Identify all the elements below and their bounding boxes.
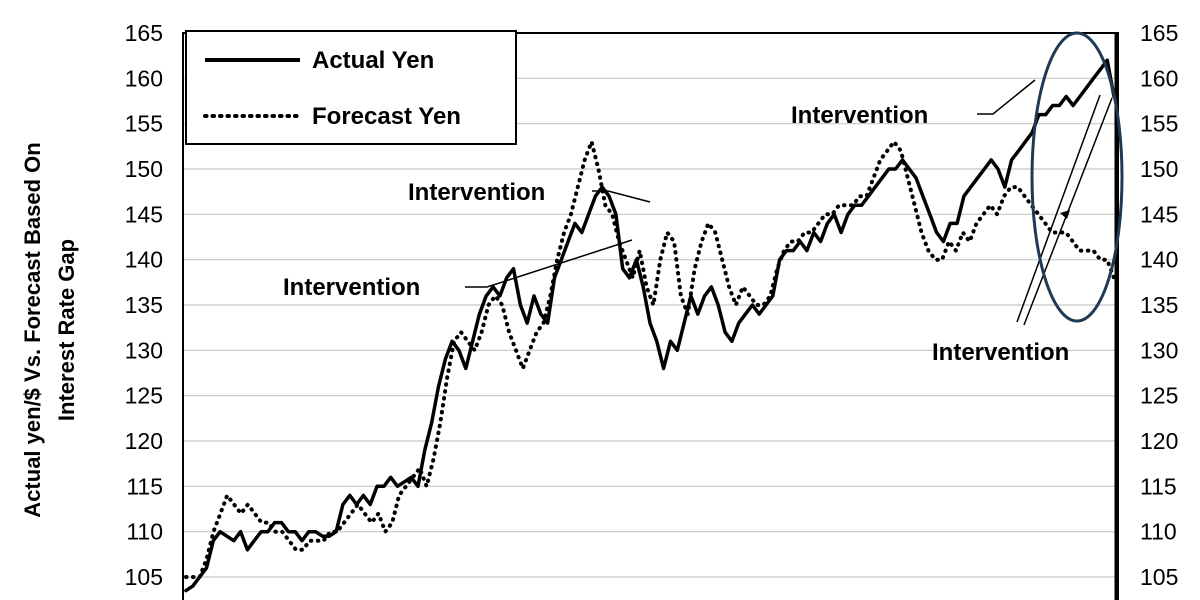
- legend: Actual Yen Forecast Yen: [185, 30, 517, 145]
- plot-frame: [182, 32, 1119, 600]
- annotation-leader: [592, 190, 651, 203]
- right-tick-label: 140: [1140, 247, 1178, 273]
- right-tick-label: 155: [1140, 111, 1178, 137]
- right-tick-label: 135: [1140, 292, 1178, 318]
- right-axis-ticks: 105 110 115 120 125 130 135 140 145 150 155 160 165: [1140, 20, 1178, 590]
- right-tick-label: 110: [1140, 519, 1177, 545]
- annotation-leader: [977, 79, 1036, 115]
- left-tick-label: 160: [125, 65, 163, 91]
- left-tick-label: 130: [125, 337, 163, 363]
- annotation-4: Intervention: [932, 94, 1113, 366]
- series-line-forecast-yen: [184, 139, 1116, 579]
- series-line-actual-yen: [184, 58, 1116, 593]
- right-tick-label: 120: [1140, 428, 1178, 454]
- annotation-2: Intervention: [283, 239, 633, 301]
- y-axis-label-line-1: Actual yen/$ Vs. Forecast Based On: [20, 142, 45, 517]
- annotation-leader: [1016, 94, 1101, 323]
- right-tick-label: 160: [1140, 65, 1178, 91]
- annotation-1: Intervention: [408, 179, 651, 206]
- legend-label-actual: Actual Yen: [312, 47, 434, 74]
- annotation-leader: [465, 239, 633, 288]
- left-tick-label: 115: [126, 473, 163, 499]
- left-tick-label: 165: [125, 20, 163, 46]
- annotation-label: Intervention: [932, 339, 1069, 366]
- right-tick-label: 165: [1140, 20, 1178, 46]
- left-tick-label: 110: [126, 519, 163, 545]
- left-tick-label: 105: [125, 564, 163, 590]
- right-tick-label: 150: [1140, 156, 1178, 182]
- annotation-label: Intervention: [283, 274, 420, 301]
- left-tick-label: 150: [125, 156, 163, 182]
- right-tick-label: 145: [1140, 201, 1178, 227]
- annotation-label: Intervention: [408, 179, 545, 206]
- left-axis-ticks: 105 110 115 120 125 130 135 140 145 150 155 160 165: [125, 20, 163, 590]
- annotation-arrowhead: [1060, 210, 1070, 219]
- y-axis-label-line-2: Interest Rate Gap: [54, 239, 79, 421]
- right-tick-label: 125: [1140, 383, 1178, 409]
- annotation-3: Intervention: [791, 79, 1036, 129]
- series-layer: [184, 58, 1116, 593]
- highlight-ellipse: [1030, 31, 1124, 323]
- right-tick-label: 105: [1140, 564, 1178, 590]
- left-tick-label: 140: [125, 247, 163, 273]
- right-tick-label: 115: [1140, 473, 1177, 499]
- left-tick-label: 120: [125, 428, 163, 454]
- legend-label-forecast: Forecast Yen: [312, 103, 461, 130]
- legend-box: [185, 30, 517, 145]
- right-tick-label: 130: [1140, 337, 1178, 363]
- left-tick-label: 155: [125, 111, 163, 137]
- left-tick-label: 145: [125, 201, 163, 227]
- left-tick-label: 125: [125, 383, 163, 409]
- left-tick-label: 135: [125, 292, 163, 318]
- annotation-label: Intervention: [791, 102, 928, 129]
